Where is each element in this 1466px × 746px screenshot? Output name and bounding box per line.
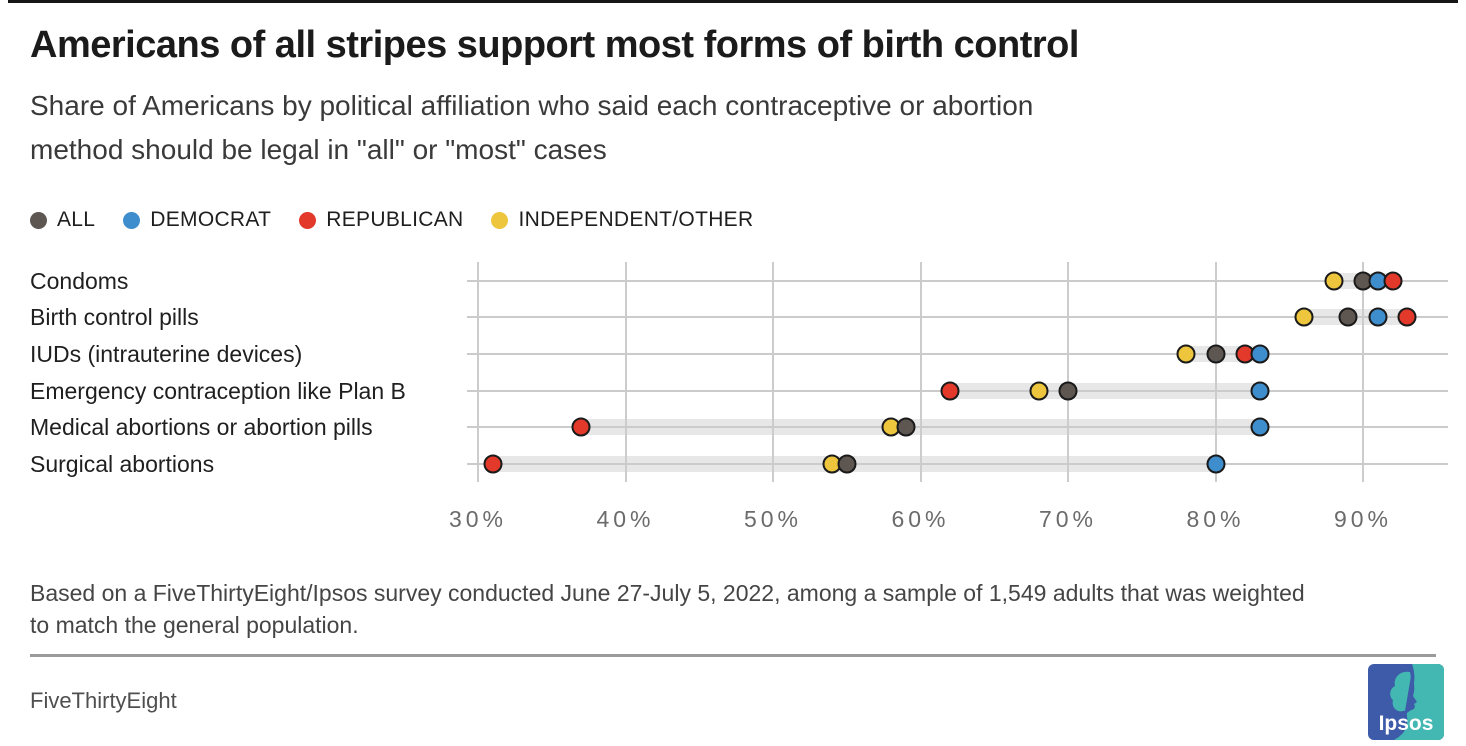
legend-label-democrat: DEMOCRAT <box>150 208 272 231</box>
row-gridline <box>467 463 1448 465</box>
category-label: Birth control pills <box>30 304 199 331</box>
chart-subtitle-line-2: method should be legal in "all" or "most… <box>30 134 607 165</box>
category-label: Emergency contraception like Plan B <box>30 377 406 404</box>
dot-democrat <box>1368 307 1388 327</box>
dot-all <box>837 454 857 474</box>
dot-republican <box>571 417 591 437</box>
category-label: IUDs (intrauterine devices) <box>30 341 303 368</box>
footer-divider <box>30 654 1436 657</box>
gridline-vertical <box>772 262 774 482</box>
chart-legend: ALL DEMOCRAT REPUBLICAN INDEPENDENT/OTHE… <box>30 208 753 232</box>
dot-democrat <box>1206 454 1225 474</box>
row-gridline <box>467 316 1448 319</box>
gridline-vertical <box>919 262 922 482</box>
legend-dot-democrat-icon <box>123 211 141 229</box>
ipsos-logo-hair-silhouette <box>1390 671 1412 712</box>
legend-label-independent: INDEPENDENT/OTHER <box>518 208 754 231</box>
category-label: Surgical abortions <box>30 451 215 477</box>
category-label: Medical abortions or abortion pills <box>30 414 373 441</box>
x-tick-label: 90% <box>1333 506 1393 532</box>
legend-dot-all-icon <box>30 211 47 229</box>
dot-republican <box>1383 271 1402 291</box>
source-note: Based on a FiveThirtyEight/Ipsos survey … <box>30 577 1305 641</box>
row-gridline <box>467 353 1448 356</box>
top-border-rule <box>8 0 1458 3</box>
category-label: Condoms <box>30 267 129 294</box>
source-note-line-2: to match the general population. <box>30 612 359 638</box>
legend-item-republican: REPUBLICAN <box>299 208 463 232</box>
legend-label-republican: REPUBLICAN <box>326 208 464 231</box>
ipsos-logo-graphic: Ipsos <box>1368 664 1444 740</box>
legend-label-all: ALL <box>57 208 96 231</box>
legend-item-democrat: DEMOCRAT <box>123 208 271 232</box>
gridline-vertical <box>1362 262 1364 482</box>
gridline-vertical <box>624 262 627 482</box>
dot-republican <box>940 381 960 401</box>
gridline-vertical <box>1067 262 1069 482</box>
dot-independent <box>1324 271 1343 291</box>
x-tick-label: 50% <box>743 506 803 532</box>
dot-all <box>1338 307 1358 327</box>
x-tick-label: 80% <box>1186 506 1245 532</box>
ipsos-logo-text: Ipsos <box>1379 712 1434 735</box>
dot-republican <box>1397 307 1417 327</box>
x-tick-label: 70% <box>1038 506 1098 532</box>
ipsos-logo: Ipsos <box>1368 664 1444 740</box>
dot-all <box>896 417 916 437</box>
x-tick-label: 30% <box>448 506 508 532</box>
row-gridline <box>467 279 1448 282</box>
legend-item-independent: INDEPENDENT/OTHER <box>491 208 753 232</box>
ipsos-logo-teal-half <box>1394 664 1444 740</box>
dot-independent <box>1176 344 1196 364</box>
ipsos-logo-face-silhouette <box>1405 676 1417 713</box>
dot-all <box>1206 344 1225 364</box>
row-gridline <box>467 426 1448 429</box>
fivethirtyeight-wordmark: FiveThirtyEight <box>30 688 177 713</box>
x-tick-label: 40% <box>596 506 655 532</box>
legend-dot-republican-icon <box>299 211 317 229</box>
chart-subtitle: Share of Americans by political affiliat… <box>30 84 1033 172</box>
dot-republican <box>483 454 503 474</box>
gridline-vertical <box>1214 262 1217 482</box>
chart-title: Americans of all stripes support most fo… <box>30 24 1079 66</box>
gridline-vertical <box>477 262 479 482</box>
dot-democrat <box>1250 417 1270 437</box>
dot-democrat <box>1250 381 1270 401</box>
legend-item-all: ALL <box>30 208 95 232</box>
source-note-line-1: Based on a FiveThirtyEight/Ipsos survey … <box>30 580 1305 606</box>
x-tick-label: 60% <box>891 506 950 532</box>
dot-all <box>1058 381 1078 401</box>
legend-dot-independent-icon <box>491 211 509 229</box>
dot-democrat <box>1250 344 1270 364</box>
dot-independent <box>1029 381 1048 401</box>
chart-subtitle-line-1: Share of Americans by political affiliat… <box>30 90 1034 121</box>
dot-independent <box>1294 307 1314 327</box>
